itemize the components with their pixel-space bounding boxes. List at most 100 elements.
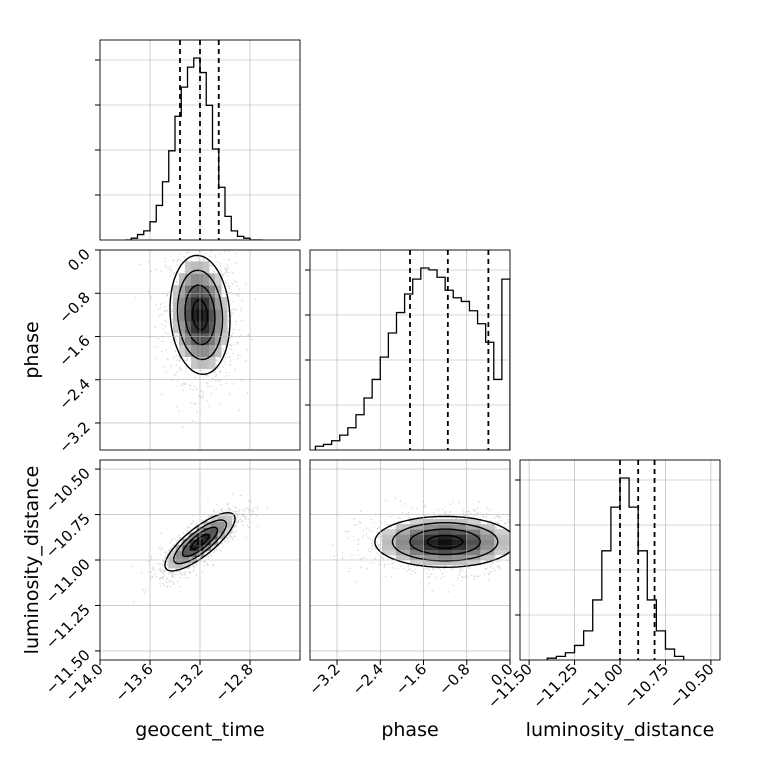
density-cell xyxy=(410,534,425,540)
density-cell xyxy=(424,529,439,535)
density-cell xyxy=(466,549,481,556)
density-cell xyxy=(179,320,186,334)
density-cell xyxy=(410,549,425,556)
density-cell xyxy=(381,544,397,550)
density-cell xyxy=(395,524,411,530)
density-cell xyxy=(424,539,439,545)
density-cell xyxy=(182,556,190,563)
panel-phase-vs-luminosity_distance-density xyxy=(332,497,510,593)
density-cell xyxy=(209,332,216,346)
density-cell xyxy=(182,550,190,557)
density-cell xyxy=(466,559,481,566)
density-cell xyxy=(217,521,225,528)
density-cell xyxy=(209,297,216,310)
density-cell xyxy=(173,320,180,334)
density-cell xyxy=(191,273,198,286)
density-cell xyxy=(185,297,192,310)
histogram-phase xyxy=(314,267,510,450)
x-tick-label: −12.8 xyxy=(212,660,257,705)
density-cell xyxy=(395,529,411,535)
density-cell xyxy=(168,556,176,563)
density-cell xyxy=(381,539,397,545)
density-cell xyxy=(438,544,453,550)
density-cell xyxy=(452,559,467,566)
density-cell xyxy=(224,527,232,534)
y-axis-label-phase: phase xyxy=(21,321,43,378)
density-cell xyxy=(185,261,192,274)
density-cell xyxy=(189,533,197,540)
density-cell xyxy=(410,524,425,530)
histogram-luminosity_distance xyxy=(546,477,685,660)
density-cell xyxy=(438,534,453,540)
x-tick-label: −10.75 xyxy=(620,660,672,712)
contour-1 xyxy=(191,299,209,331)
density-cell xyxy=(210,527,218,534)
density-cell xyxy=(215,320,222,334)
density-cell xyxy=(191,261,198,274)
density-cell xyxy=(182,538,190,546)
density-cell xyxy=(209,344,216,357)
density-cell xyxy=(210,521,218,528)
density-cell xyxy=(494,529,509,535)
panel-phase-vs-luminosity_distance-frame xyxy=(309,459,511,661)
y-axis-label-luminosity_distance: luminosity_distance xyxy=(21,466,43,655)
density-cell xyxy=(203,356,210,369)
density-cell xyxy=(438,529,453,535)
y-tick-label: −0.8 xyxy=(55,288,93,326)
density-cell xyxy=(466,529,481,535)
x-tick-label: −13.6 xyxy=(112,660,157,705)
panel-geocent_time-vs-phase-frame xyxy=(99,249,301,451)
density-cell xyxy=(215,273,222,286)
density-cell xyxy=(175,550,183,557)
density-cell xyxy=(203,261,210,274)
density-cell xyxy=(466,518,481,525)
density-cell xyxy=(221,297,228,310)
density-cell xyxy=(381,534,397,540)
density-cell xyxy=(452,549,467,556)
density-cell xyxy=(191,285,198,298)
density-cell xyxy=(209,308,216,322)
contour-2 xyxy=(181,526,219,558)
contour-4 xyxy=(374,515,510,569)
density-cell xyxy=(466,524,481,530)
density-cell xyxy=(395,544,411,550)
density-cell xyxy=(466,544,481,550)
density-cell xyxy=(424,534,439,540)
density-cell xyxy=(185,285,192,298)
y-tick-label: −1.6 xyxy=(55,332,93,370)
density-cell xyxy=(203,297,210,310)
density-cell xyxy=(381,529,397,535)
density-cell xyxy=(466,534,481,540)
density-cell xyxy=(203,308,210,322)
density-cell xyxy=(189,544,197,552)
x-tick-label: −2.4 xyxy=(349,660,387,698)
density-cell xyxy=(480,549,495,556)
density-cell xyxy=(480,539,495,545)
density-cell xyxy=(424,554,439,561)
density-cell xyxy=(203,544,211,552)
density-cell xyxy=(410,539,425,545)
y-tick-label: −11.00 xyxy=(42,555,94,607)
density-cell xyxy=(424,549,439,556)
density-cell xyxy=(480,534,495,540)
contour-2 xyxy=(184,284,216,346)
density-cell xyxy=(452,534,467,540)
density-cell xyxy=(452,554,467,561)
density-cell xyxy=(182,544,190,552)
contour-1 xyxy=(426,534,464,549)
density-cell xyxy=(179,285,186,298)
density-cell xyxy=(480,524,495,530)
x-tick-label: −0.8 xyxy=(435,660,473,698)
density-cell xyxy=(185,308,192,322)
density-cell xyxy=(203,533,211,540)
density-cell xyxy=(168,562,176,569)
density-cell xyxy=(494,534,509,540)
density-cell xyxy=(438,554,453,561)
contour-1 xyxy=(190,533,210,550)
density-cell xyxy=(494,539,509,545)
density-cell xyxy=(452,524,467,530)
density-cell xyxy=(424,544,439,550)
x-axis-label-phase: phase xyxy=(381,719,438,741)
x-tick-label: −11.25 xyxy=(529,660,581,712)
